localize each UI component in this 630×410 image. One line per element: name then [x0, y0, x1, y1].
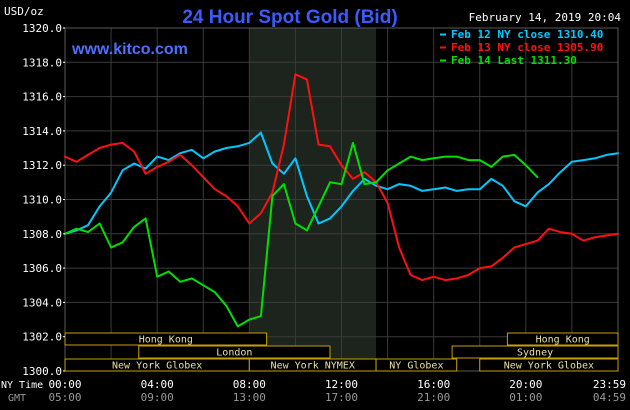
y-tick-label: 1302.0: [22, 331, 62, 344]
chart-date: February 14, 2019 20:04: [469, 11, 622, 24]
axes-layer: 1300.0 1302.0 1304.0 1306.0 1308.0 1310.0 1312…: [22, 22, 626, 404]
market-session-bar: [64, 332, 268, 346]
x-tick-label-ny: 04:00: [141, 378, 174, 391]
x-tick-label-ny: 20:00: [509, 378, 542, 391]
legend-label: Feb 13 NY close 1305.90: [451, 41, 603, 54]
market-session-label: NY Globex: [389, 361, 443, 372]
market-session-0: Hong Kong: [64, 332, 268, 346]
market-session-1: Hong Kong: [506, 332, 619, 346]
legend-label: Feb 12 NY close 1310.40: [451, 28, 603, 41]
legend-item-2: Feb 14 Last 1311.30: [440, 54, 577, 67]
market-session-bar: [451, 345, 619, 359]
market-session-2: London: [138, 345, 331, 359]
market-session-6: NY Globex: [375, 358, 458, 372]
market-session-label: Sydney: [517, 348, 553, 359]
x-tick-label-ny: 16:00: [417, 378, 450, 391]
market-session-bar: [506, 332, 619, 346]
x-tick-label-ny: 12:00: [325, 378, 358, 391]
market-sessions-layer: Hong Kong Hong Kong London Sydney New York G…: [64, 332, 619, 372]
market-session-label: New York Globex: [504, 361, 594, 372]
y-tick-label: 1310.0: [22, 194, 62, 207]
x-tick-label-gmt: 13:00: [233, 391, 266, 404]
series-line-0: [64, 131, 619, 235]
ny-time-row-label: NY Time: [1, 380, 43, 391]
x-tick-label-gmt: 04:59: [593, 391, 626, 404]
market-session-label: Hong Kong: [536, 335, 590, 346]
y-tick-label: 1316.0: [22, 91, 62, 104]
series-line-2: [64, 141, 539, 328]
market-session-5: New York NYMEX: [248, 358, 377, 372]
series-layer: [64, 73, 619, 328]
y-tick-label: 1312.0: [22, 159, 62, 172]
x-tick-label-gmt: 01:00: [509, 391, 542, 404]
x-tick-label-gmt: 21:00: [417, 391, 450, 404]
y-tick-label: 1300.0: [22, 365, 62, 378]
chart-title: 24 Hour Spot Gold (Bid): [182, 7, 397, 28]
y-tick-label: 1314.0: [22, 125, 62, 138]
x-tick-label-ny: 23:59: [593, 378, 626, 391]
website-label[interactable]: www.kitco.com: [71, 41, 188, 58]
units-label: USD/oz: [4, 5, 44, 18]
market-session-bar: [138, 345, 331, 359]
market-session-bar: [375, 358, 458, 372]
y-tick-label: 1318.0: [22, 56, 62, 69]
y-tick-label: 1304.0: [22, 296, 62, 309]
series-line-1: [64, 73, 619, 282]
y-tick-label: 1308.0: [22, 228, 62, 241]
x-tick-label-gmt: 05:00: [48, 391, 81, 404]
legend-item-0: Feb 12 NY close 1310.40: [440, 28, 603, 41]
market-session-label: London: [216, 348, 252, 359]
market-session-7: New York Globex: [479, 358, 619, 372]
x-tick-label-gmt: 09:00: [141, 391, 174, 404]
x-tick-label-gmt: 17:00: [325, 391, 358, 404]
market-session-label: New York NYMEX: [271, 361, 355, 372]
y-tick-label: 1320.0: [22, 22, 62, 35]
legend-item-1: Feb 13 NY close 1305.90: [440, 41, 603, 54]
market-session-4: New York Globex: [64, 358, 250, 372]
market-session-label: New York Globex: [112, 361, 202, 372]
y-tick-label: 1306.0: [22, 262, 62, 275]
legend-label: Feb 14 Last 1311.30: [451, 54, 577, 67]
market-session-bar: [479, 358, 619, 372]
x-tick-label-ny: 00:00: [48, 378, 81, 391]
market-session-label: Hong Kong: [139, 335, 193, 346]
x-tick-label-ny: 08:00: [233, 378, 266, 391]
market-session-3: Sydney: [451, 345, 619, 359]
gmt-row-label: GMT: [8, 393, 26, 404]
